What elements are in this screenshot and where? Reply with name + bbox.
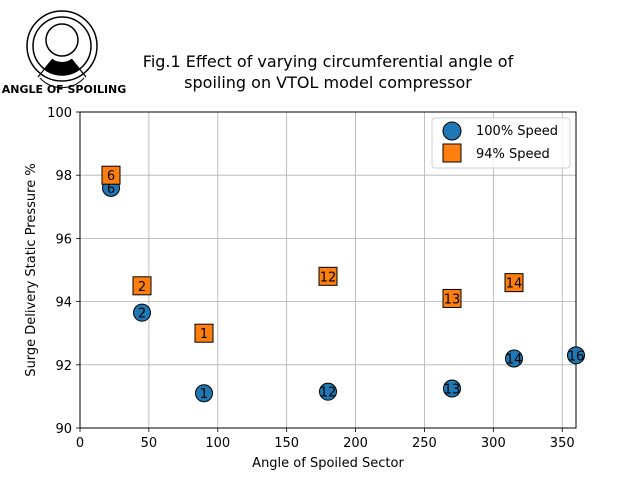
data-point-circle <box>443 379 461 398</box>
data-point-square <box>101 165 121 185</box>
x-tick-label: 300 <box>481 436 506 451</box>
data-point-label: 12 <box>320 270 337 285</box>
y-tick-label: 100 <box>47 106 72 121</box>
y-axis-ticks: 90 92 94 96 98 100 <box>47 106 80 437</box>
x-tick-label: 50 <box>141 436 158 451</box>
chart-title-line-1: Fig.1 Effect of varying circumferential … <box>143 52 514 71</box>
data-point-label: 2 <box>138 280 146 295</box>
data-point-square <box>504 273 524 293</box>
x-tick-label: 200 <box>343 436 368 451</box>
y-axis-label: Surge Delivery Static Pressure % <box>24 163 39 376</box>
data-point-label: 2 <box>138 307 146 322</box>
chart-title-line-2: spoiling on VTOL model compressor <box>184 73 472 92</box>
x-tick-label: 0 <box>76 436 84 451</box>
legend-label-100-speed: 100% Speed <box>476 124 558 139</box>
data-point-label: 1 <box>200 327 208 342</box>
legend-box <box>431 117 571 169</box>
x-axis-label: Angle of Spoiled Sector <box>252 456 404 471</box>
data-point-square <box>318 266 338 286</box>
data-point-label: 13 <box>444 292 461 307</box>
data-point-label: 6 <box>107 169 115 184</box>
data-point-circle <box>505 349 523 368</box>
data-points: 6 2 1 12 13 14 16 6 2 1 12 13 14 <box>101 165 585 403</box>
data-point-label: 14 <box>506 277 523 292</box>
x-tick-label: 100 <box>205 436 230 451</box>
x-tick-label: 150 <box>274 436 299 451</box>
legend-marker-94-speed <box>442 143 462 163</box>
y-tick-label: 96 <box>55 232 72 247</box>
y-tick-label: 94 <box>55 296 72 311</box>
data-point-label: 14 <box>506 352 523 367</box>
data-point-square <box>194 323 214 343</box>
data-point-circle <box>319 382 337 401</box>
angle-of-spoiling-logo: ANGLE OF SPOILING <box>2 10 127 96</box>
data-point-label: 12 <box>320 386 337 401</box>
y-tick-label: 98 <box>55 169 72 184</box>
data-point-label: 6 <box>107 182 115 197</box>
x-tick-label: 350 <box>550 436 575 451</box>
y-tick-label: 92 <box>55 359 72 374</box>
logo-caption: ANGLE OF SPOILING <box>2 83 127 96</box>
data-point-label: 16 <box>568 349 585 364</box>
data-point-square <box>442 288 462 308</box>
data-point-square <box>132 276 152 296</box>
data-point-circle <box>567 346 585 365</box>
legend: 100% Speed 94% Speed <box>431 117 571 169</box>
x-axis-ticks: 0 50 100 150 200 250 300 350 <box>76 428 575 451</box>
y-tick-label: 90 <box>55 422 72 437</box>
x-tick-label: 250 <box>412 436 437 451</box>
legend-marker-100-speed <box>442 121 462 141</box>
legend-label-94-speed: 94% Speed <box>476 147 550 162</box>
data-point-circle <box>195 384 213 403</box>
data-point-label: 1 <box>200 387 208 402</box>
data-point-label: 13 <box>444 383 461 398</box>
plot-frame <box>79 111 577 429</box>
data-point-circle <box>133 303 151 322</box>
